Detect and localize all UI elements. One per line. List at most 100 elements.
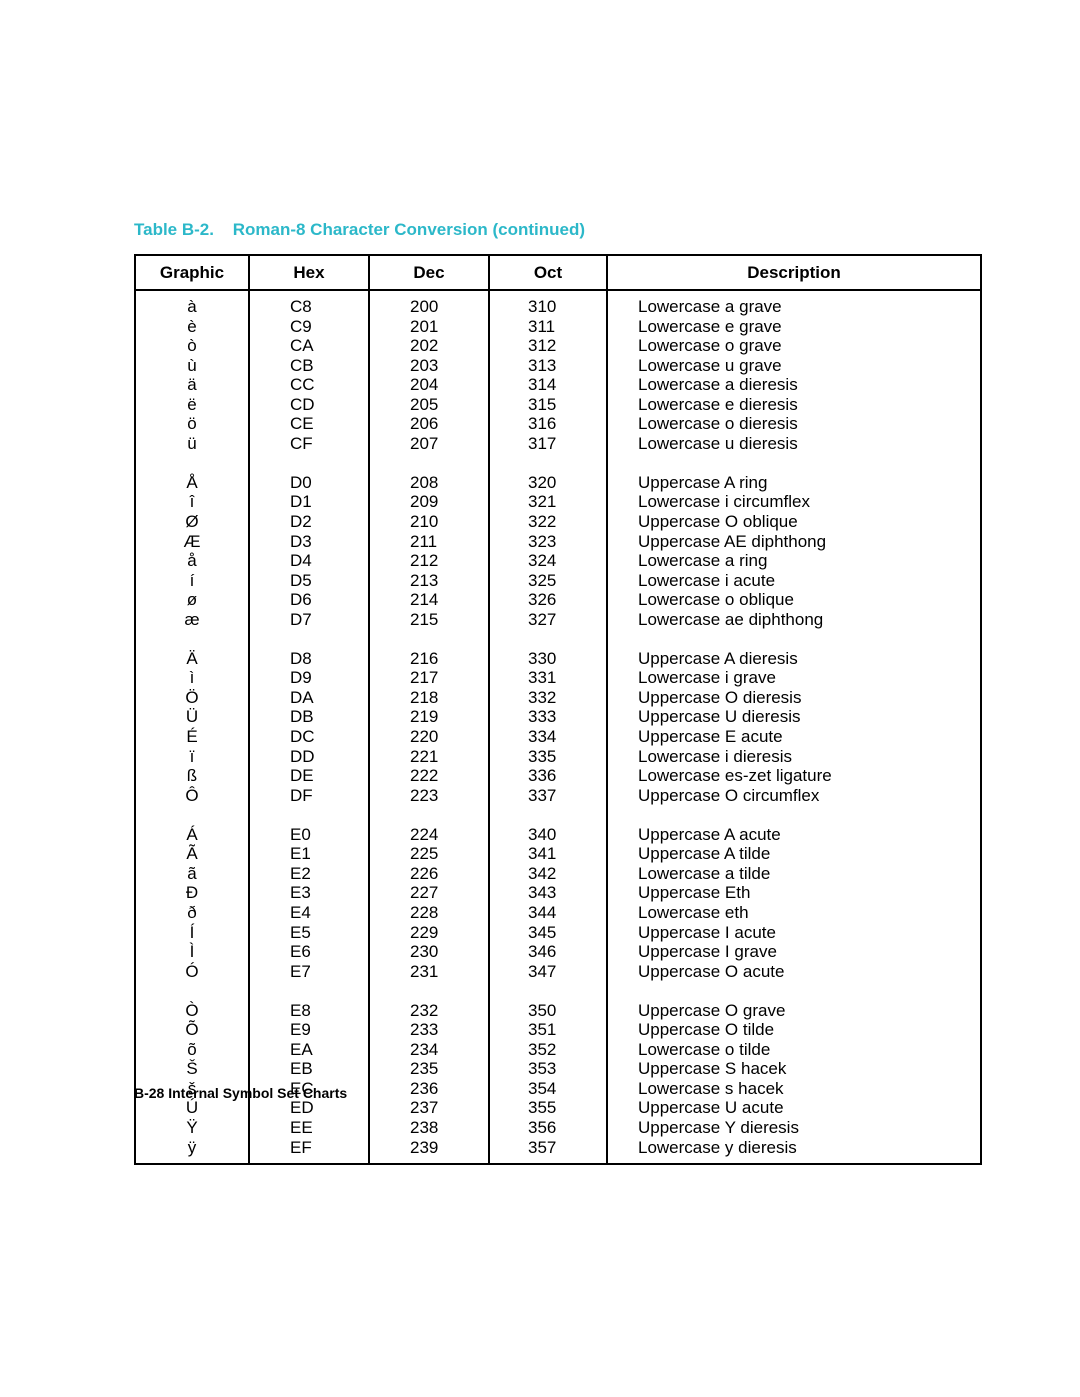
table-head: GraphicHexDecOctDescription [135, 255, 981, 290]
cell-desc: Lowercase o dieresis [607, 414, 981, 434]
cell-graphic: Ð [135, 883, 249, 903]
cell-desc: Uppercase S hacek [607, 1059, 981, 1079]
cell-graphic: ð [135, 903, 249, 923]
cell-oct: 313 [489, 356, 607, 376]
cell-graphic: è [135, 317, 249, 337]
table-row: õEA234352Lowercase o tilde [135, 1040, 981, 1060]
cell-dec: 223 [369, 786, 489, 806]
cell-dec: 230 [369, 942, 489, 962]
cell-dec: 234 [369, 1040, 489, 1060]
cell-hex: D6 [249, 590, 369, 610]
cell-desc: Lowercase o grave [607, 336, 981, 356]
table-row: ùCB203313Lowercase u grave [135, 356, 981, 376]
cell-desc: Lowercase i circumflex [607, 492, 981, 512]
cell-oct: 352 [489, 1040, 607, 1060]
cell-desc: Uppercase U acute [607, 1098, 981, 1118]
cell-desc: Lowercase es-zet ligature [607, 766, 981, 786]
cell-oct: 342 [489, 864, 607, 884]
cell-hex: D0 [249, 473, 369, 493]
table-row: ÐE3227343Uppercase Eth [135, 883, 981, 903]
cell-dec: 233 [369, 1020, 489, 1040]
column-header: Description [607, 255, 981, 290]
cell-dec: 202 [369, 336, 489, 356]
cell-oct: 356 [489, 1118, 607, 1138]
cell-dec: 215 [369, 610, 489, 630]
cell-desc: Lowercase u dieresis [607, 434, 981, 454]
cell-hex: D3 [249, 532, 369, 552]
cell-oct: 311 [489, 317, 607, 337]
table-row: ãE2226342Lowercase a tilde [135, 864, 981, 884]
cell-graphic: ö [135, 414, 249, 434]
cell-hex: EE [249, 1118, 369, 1138]
cell-graphic: Ò [135, 1001, 249, 1021]
cell-graphic: æ [135, 610, 249, 630]
cell-oct: 324 [489, 551, 607, 571]
cell-oct: 310 [489, 290, 607, 317]
cell-hex: DA [249, 688, 369, 708]
cell-dec: 213 [369, 571, 489, 591]
cell-oct: 322 [489, 512, 607, 532]
group-spacer [135, 629, 981, 649]
cell-hex: DD [249, 747, 369, 767]
table-id: Table B-2. [134, 220, 214, 239]
cell-hex: DC [249, 727, 369, 747]
cell-graphic: ï [135, 747, 249, 767]
cell-graphic: É [135, 727, 249, 747]
cell-hex: E0 [249, 825, 369, 845]
cell-desc: Uppercase I acute [607, 923, 981, 943]
cell-oct: 317 [489, 434, 607, 454]
cell-dec: 206 [369, 414, 489, 434]
table-row: àC8200310Lowercase a grave [135, 290, 981, 317]
cell-dec: 221 [369, 747, 489, 767]
cell-hex: E7 [249, 962, 369, 982]
cell-hex: EA [249, 1040, 369, 1060]
cell-oct: 325 [489, 571, 607, 591]
cell-dec: 231 [369, 962, 489, 982]
cell-oct: 336 [489, 766, 607, 786]
cell-hex: C8 [249, 290, 369, 317]
group-spacer [135, 453, 981, 473]
cell-graphic: Ÿ [135, 1118, 249, 1138]
cell-dec: 201 [369, 317, 489, 337]
cell-hex: E3 [249, 883, 369, 903]
cell-graphic: í [135, 571, 249, 591]
cell-desc: Uppercase A tilde [607, 844, 981, 864]
column-header: Dec [369, 255, 489, 290]
cell-oct: 316 [489, 414, 607, 434]
cell-hex: CB [249, 356, 369, 376]
cell-desc: Lowercase i dieresis [607, 747, 981, 767]
cell-dec: 216 [369, 649, 489, 669]
cell-dec: 236 [369, 1079, 489, 1099]
cell-dec: 219 [369, 707, 489, 727]
cell-hex: CC [249, 375, 369, 395]
table-title: Roman-8 Character Conversion (continued) [233, 220, 585, 239]
cell-dec: 205 [369, 395, 489, 415]
cell-oct: 312 [489, 336, 607, 356]
cell-graphic: Š [135, 1059, 249, 1079]
cell-oct: 326 [489, 590, 607, 610]
cell-oct: 357 [489, 1138, 607, 1165]
table-row: ÄD8216330Uppercase A dieresis [135, 649, 981, 669]
cell-graphic: ù [135, 356, 249, 376]
cell-graphic: Ö [135, 688, 249, 708]
cell-desc: Lowercase a grave [607, 290, 981, 317]
cell-graphic: å [135, 551, 249, 571]
cell-dec: 228 [369, 903, 489, 923]
table-caption: Table B-2. Roman-8 Character Conversion … [134, 220, 946, 240]
cell-hex: E9 [249, 1020, 369, 1040]
cell-graphic: ä [135, 375, 249, 395]
table-row: ßDE222336Lowercase es-zet ligature [135, 766, 981, 786]
cell-dec: 208 [369, 473, 489, 493]
table-row: ŸEE238356Uppercase Y dieresis [135, 1118, 981, 1138]
table-row: ëCD205315Lowercase e dieresis [135, 395, 981, 415]
cell-dec: 217 [369, 668, 489, 688]
table-row: ÅD0208320Uppercase A ring [135, 473, 981, 493]
table-row: ÓE7231347Uppercase O acute [135, 962, 981, 982]
table-row: ÖDA218332Uppercase O dieresis [135, 688, 981, 708]
cell-dec: 209 [369, 492, 489, 512]
table-row: ÒE8232350Uppercase O grave [135, 1001, 981, 1021]
cell-oct: 330 [489, 649, 607, 669]
cell-hex: D7 [249, 610, 369, 630]
cell-desc: Lowercase s hacek [607, 1079, 981, 1099]
table-row: ÍE5229345Uppercase I acute [135, 923, 981, 943]
